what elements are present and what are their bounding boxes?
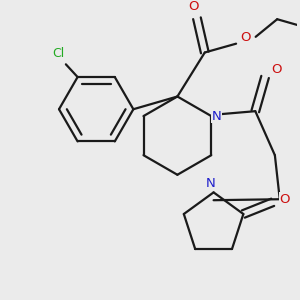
Text: N: N — [206, 177, 215, 190]
Text: O: O — [279, 193, 290, 206]
Text: O: O — [272, 63, 282, 76]
Text: O: O — [188, 0, 198, 13]
Text: N: N — [211, 110, 221, 123]
Text: O: O — [241, 31, 251, 44]
Text: Cl: Cl — [52, 47, 64, 60]
